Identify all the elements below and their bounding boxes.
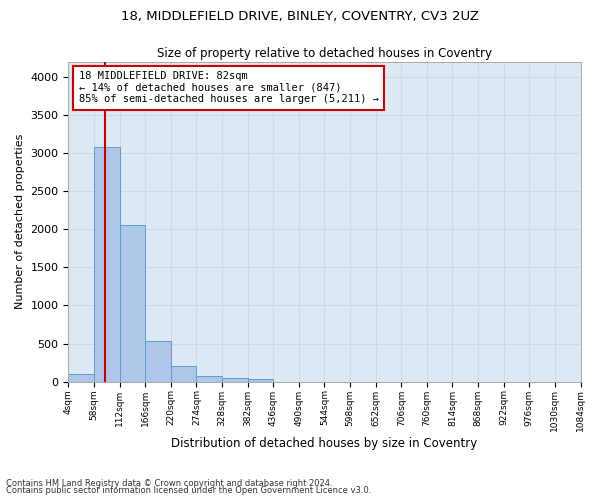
Bar	[196, 376, 222, 382]
Y-axis label: Number of detached properties: Number of detached properties	[15, 134, 25, 310]
X-axis label: Distribution of detached houses by size in Coventry: Distribution of detached houses by size …	[172, 437, 478, 450]
Bar	[94, 147, 119, 382]
Text: 18, MIDDLEFIELD DRIVE, BINLEY, COVENTRY, CV3 2UZ: 18, MIDDLEFIELD DRIVE, BINLEY, COVENTRY,…	[121, 10, 479, 23]
Bar	[145, 342, 171, 382]
Text: Contains public sector information licensed under the Open Government Licence v3: Contains public sector information licen…	[6, 486, 371, 495]
Bar	[119, 226, 145, 382]
Bar	[171, 366, 196, 382]
Bar	[68, 374, 94, 382]
Text: 18 MIDDLEFIELD DRIVE: 82sqm
← 14% of detached houses are smaller (847)
85% of se: 18 MIDDLEFIELD DRIVE: 82sqm ← 14% of det…	[79, 72, 379, 104]
Text: Contains HM Land Registry data © Crown copyright and database right 2024.: Contains HM Land Registry data © Crown c…	[6, 478, 332, 488]
Bar	[248, 380, 273, 382]
Title: Size of property relative to detached houses in Coventry: Size of property relative to detached ho…	[157, 48, 492, 60]
Bar	[222, 378, 248, 382]
